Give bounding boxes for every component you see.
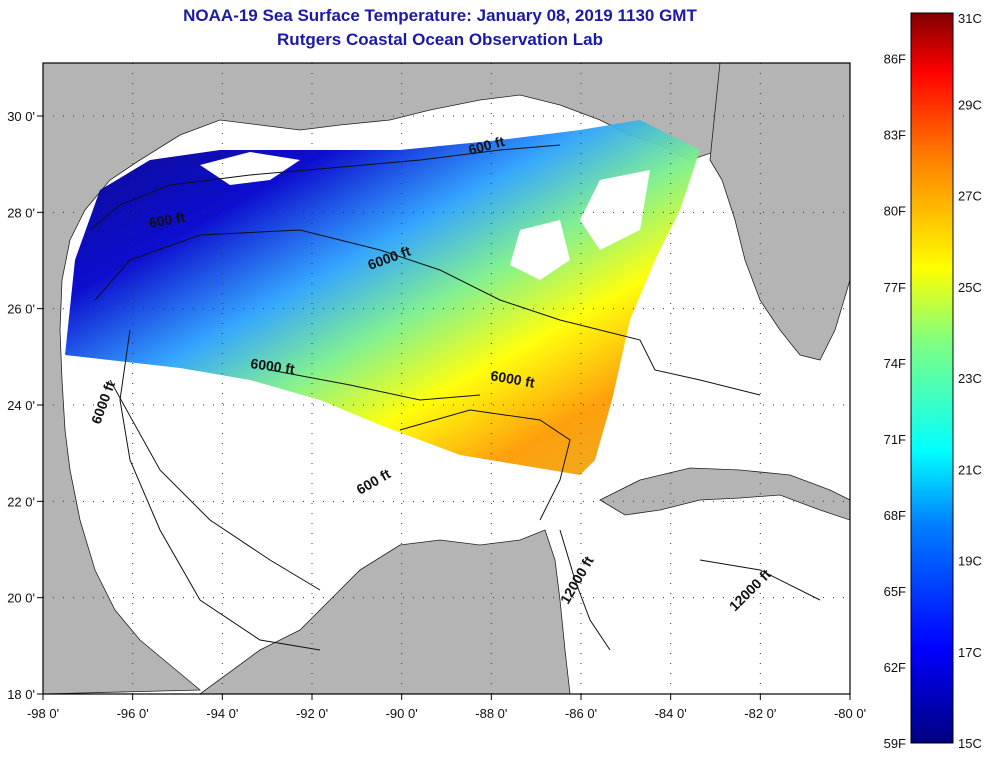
colorbar-celsius-label: 19C (958, 554, 982, 569)
lat-tick-label: 18 0' (7, 687, 35, 702)
land-florida (709, 63, 850, 361)
land-cuba (599, 467, 850, 521)
colorbar-fahrenheit-label: 71F (884, 432, 906, 447)
colorbar-celsius-label: 31C (958, 11, 982, 26)
lon-tick-label: -92 0' (296, 706, 328, 721)
colorbar-celsius-label: 15C (958, 736, 982, 751)
lon-tick-label: -90 0' (386, 706, 418, 721)
cloud-patch (420, 110, 520, 140)
lat-tick-label: 24 0' (7, 398, 35, 413)
contour-12000ft (559, 529, 821, 651)
cloud-patch (580, 170, 650, 250)
colorbar-fahrenheit-label: 80F (884, 204, 906, 219)
lat-tick-label: 22 0' (7, 494, 35, 509)
lon-tick-label: -84 0' (655, 706, 687, 721)
lon-tick-label: -98 0' (27, 706, 59, 721)
colorbar-fahrenheit-label: 68F (884, 508, 906, 523)
colorbar-scale (910, 12, 954, 744)
contour-label: 6000 ft (250, 355, 296, 377)
colorbar-celsius-label: 25C (958, 280, 982, 295)
lat-tick-label: 28 0' (7, 205, 35, 220)
land-yucatan (199, 529, 571, 694)
colorbar-fahrenheit-label: 74F (884, 356, 906, 371)
colorbar-fahrenheit-label: 77F (884, 280, 906, 295)
colorbar-fahrenheit-label: 62F (884, 660, 906, 675)
colorbar-fahrenheit-label: 65F (884, 584, 906, 599)
colorbar-fahrenheit-label: 59F (884, 736, 906, 751)
lat-tick-label: 30 0' (7, 109, 35, 124)
lon-tick-label: -94 0' (206, 706, 238, 721)
lon-tick-label: -86 0' (565, 706, 597, 721)
colorbar-celsius-label: 23C (958, 371, 982, 386)
colorbar-celsius-label: 29C (958, 97, 982, 112)
lon-tick-label: -82 0' (744, 706, 776, 721)
map-title: NOAA-19 Sea Surface Temperature: January… (183, 6, 697, 25)
colorbar-celsius-label: 17C (958, 645, 982, 660)
lat-tick-label: 26 0' (7, 302, 35, 317)
contour-600ft (89, 144, 571, 591)
colorbar-celsius-label: 21C (958, 462, 982, 477)
contour-label: 600 ft (148, 209, 187, 231)
map-frame (42, 62, 851, 695)
lat-tick-label: 20 0' (7, 591, 35, 606)
lon-tick-label: -80 0' (834, 706, 866, 721)
map-subtitle: Rutgers Coastal Ocean Observation Lab (277, 30, 603, 49)
lon-tick-label: -96 0' (117, 706, 149, 721)
sst-swath (65, 120, 700, 475)
cloud-patch (200, 152, 300, 185)
lon-tick-label: -88 0' (475, 706, 507, 721)
colorbar-celsius-label: 27C (958, 189, 982, 204)
contour-6000ft (94, 229, 761, 651)
colorbar-fahrenheit-label: 83F (884, 128, 906, 143)
colorbar-fahrenheit-label: 86F (884, 52, 906, 67)
cloud-patch (510, 220, 570, 280)
contour-label: 6000 ft (489, 367, 536, 391)
